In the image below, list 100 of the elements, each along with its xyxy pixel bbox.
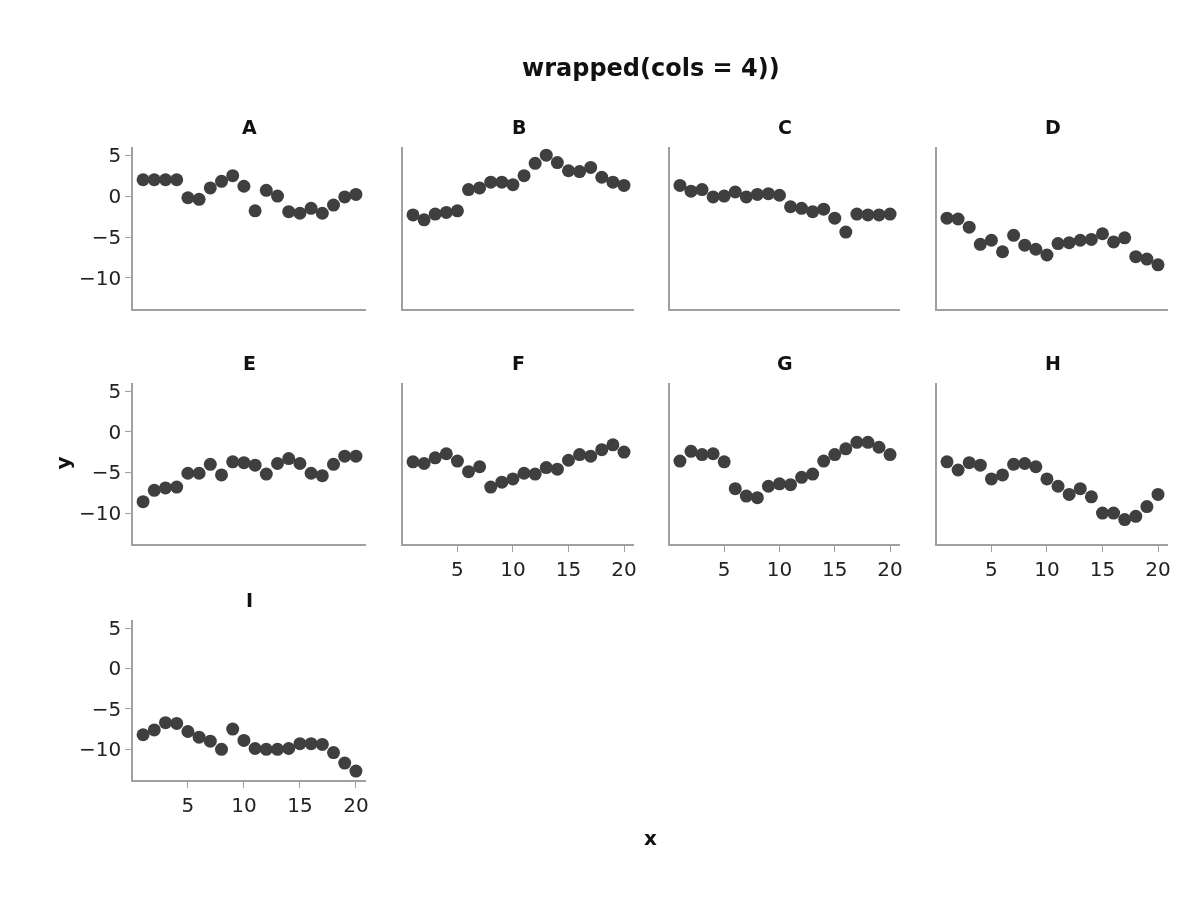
- point: [817, 202, 831, 216]
- point: [506, 472, 520, 486]
- point: [327, 198, 341, 212]
- point: [170, 173, 184, 187]
- point: [293, 206, 307, 220]
- point: [883, 448, 897, 462]
- point: [617, 445, 631, 459]
- point: [1029, 460, 1043, 474]
- point: [1051, 479, 1065, 493]
- point: [962, 456, 976, 470]
- point: [282, 452, 296, 466]
- point: [739, 190, 753, 204]
- point: [192, 192, 206, 206]
- point: [695, 183, 709, 197]
- point: [181, 191, 195, 205]
- x-tick-label: 20: [343, 792, 369, 817]
- chart-title: A: [242, 116, 257, 138]
- point: [1140, 500, 1154, 514]
- point: [1029, 242, 1043, 256]
- point: [248, 741, 262, 755]
- x-tick-label: 10: [500, 556, 526, 581]
- point: [215, 468, 228, 482]
- point: [806, 467, 820, 481]
- point: [315, 469, 329, 483]
- text: wrapped(cols = 4)): [522, 54, 780, 82]
- point: [772, 188, 786, 202]
- point: [584, 449, 598, 463]
- y-tick-label: 0: [108, 419, 122, 444]
- point: [203, 734, 217, 748]
- point: [839, 442, 853, 456]
- point: [1084, 232, 1098, 246]
- point: [349, 187, 363, 201]
- point: [706, 190, 720, 204]
- point: [750, 491, 764, 505]
- point: [539, 148, 553, 162]
- x-tick-label: 15: [822, 556, 848, 581]
- point: [484, 480, 498, 494]
- point: [237, 733, 251, 747]
- point: [417, 457, 431, 470]
- point: [439, 447, 453, 461]
- chart-title: D: [1045, 116, 1061, 138]
- point: [550, 156, 564, 170]
- point: [1151, 258, 1165, 272]
- chart-title: B: [512, 116, 527, 138]
- point: [338, 449, 352, 463]
- point: [170, 716, 184, 730]
- point: [561, 164, 575, 178]
- point: [1051, 237, 1065, 251]
- point: [795, 201, 809, 215]
- point: [304, 466, 318, 480]
- point: [940, 211, 954, 225]
- point: [181, 725, 195, 739]
- point: [606, 175, 620, 189]
- point: [739, 489, 753, 503]
- point: [1140, 252, 1154, 266]
- chart-title: G: [777, 352, 793, 374]
- point: [717, 189, 731, 203]
- point: [1095, 506, 1109, 520]
- point: [259, 742, 273, 756]
- point: [561, 453, 575, 467]
- point: [226, 455, 240, 469]
- point: [159, 173, 172, 187]
- point: [673, 178, 687, 192]
- point: [1151, 487, 1165, 501]
- point: [417, 213, 431, 227]
- point: [147, 723, 161, 737]
- point: [406, 455, 420, 469]
- point: [1073, 482, 1087, 496]
- point: [1107, 506, 1121, 520]
- point: [784, 200, 798, 214]
- point: [1040, 248, 1054, 262]
- point: [136, 173, 150, 187]
- point: [484, 175, 498, 189]
- point: [1095, 227, 1109, 241]
- point: [271, 189, 284, 203]
- point: [828, 211, 842, 225]
- point: [136, 728, 150, 742]
- point: [717, 455, 731, 469]
- point: [706, 447, 720, 461]
- point: [495, 475, 509, 489]
- point: [996, 245, 1010, 259]
- point: [439, 205, 453, 219]
- point: [517, 169, 531, 183]
- x-tick-label: 20: [1145, 556, 1171, 581]
- point: [517, 466, 531, 480]
- point: [428, 451, 442, 465]
- point: [784, 478, 798, 492]
- y-tick-label: 5: [108, 616, 122, 641]
- point: [349, 764, 363, 778]
- y-tick-label: −10: [79, 501, 122, 526]
- chart-title: F: [512, 352, 525, 374]
- y-tick-label: 0: [108, 656, 122, 681]
- point: [1062, 487, 1076, 501]
- point: [259, 183, 273, 197]
- chart-title: H: [1045, 352, 1061, 374]
- point: [761, 479, 775, 493]
- point: [159, 716, 172, 730]
- point: [282, 741, 296, 755]
- y-tick-label: 5: [108, 143, 122, 168]
- point: [528, 467, 542, 481]
